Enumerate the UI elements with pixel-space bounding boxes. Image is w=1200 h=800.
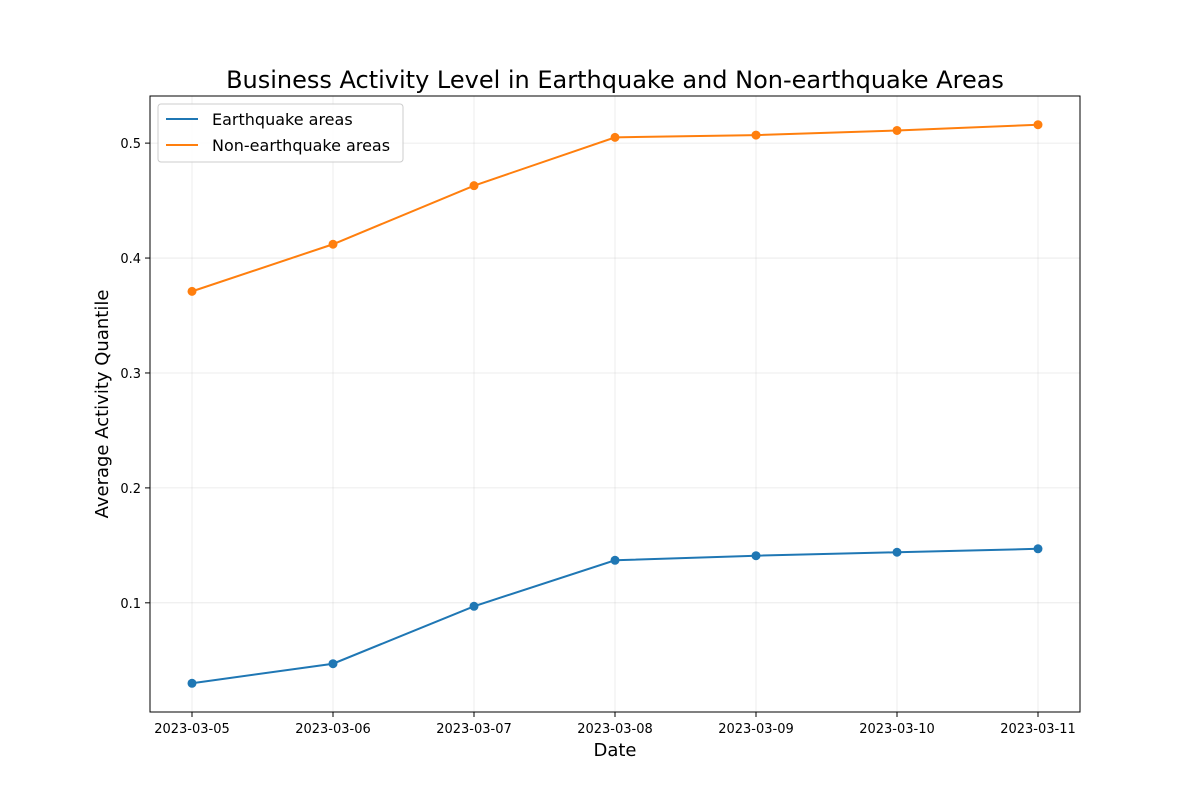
- x-axis-label: Date: [593, 740, 636, 761]
- x-tick-label: 2023-03-07: [436, 722, 512, 737]
- data-point-non-earthquake-areas: [187, 286, 197, 296]
- data-point-earthquake-areas: [751, 551, 761, 561]
- data-point-earthquake-areas: [610, 555, 620, 565]
- y-tick-label: 0.3: [120, 367, 141, 382]
- data-point-non-earthquake-areas: [328, 239, 338, 249]
- legend-label-earthquake: Earthquake areas: [212, 110, 353, 129]
- x-tick-label: 2023-03-05: [154, 722, 230, 737]
- data-point-non-earthquake-areas: [892, 125, 902, 135]
- y-tick-label: 0.1: [120, 597, 141, 612]
- data-point-non-earthquake-areas: [1033, 120, 1043, 130]
- x-tick-label: 2023-03-09: [718, 722, 794, 737]
- tick-layer: 2023-03-05 2023-03-06 2023-03-07 2023-03-08…: [120, 137, 1075, 737]
- data-point-earthquake-areas: [469, 601, 479, 611]
- data-point-non-earthquake-areas: [469, 181, 479, 191]
- legend: Earthquake areas Non-earthquake areas: [157, 103, 404, 163]
- x-tick-label: 2023-03-06: [295, 722, 371, 737]
- data-point-earthquake-areas: [328, 659, 338, 669]
- series-layer: [187, 120, 1043, 688]
- x-tick-label: 2023-03-08: [577, 722, 653, 737]
- chart-title: Business Activity Level in Earthquake an…: [226, 66, 1004, 94]
- data-point-non-earthquake-areas: [751, 130, 761, 140]
- y-axis-label: Average Activity Quantile: [92, 290, 113, 519]
- data-point-earthquake-areas: [1033, 544, 1043, 554]
- legend-box: [157, 103, 404, 163]
- y-tick-label: 0.5: [120, 137, 141, 152]
- x-tick-label: 2023-03-11: [1000, 722, 1076, 737]
- data-point-earthquake-areas: [187, 678, 197, 688]
- data-point-earthquake-areas: [892, 547, 902, 557]
- y-tick-label: 0.2: [120, 482, 141, 497]
- grid-layer: [150, 96, 1080, 712]
- x-tick-label: 2023-03-10: [859, 722, 935, 737]
- y-tick-label: 0.4: [120, 252, 141, 267]
- data-point-non-earthquake-areas: [610, 132, 620, 142]
- legend-label-non-earthquake: Non-earthquake areas: [212, 136, 390, 155]
